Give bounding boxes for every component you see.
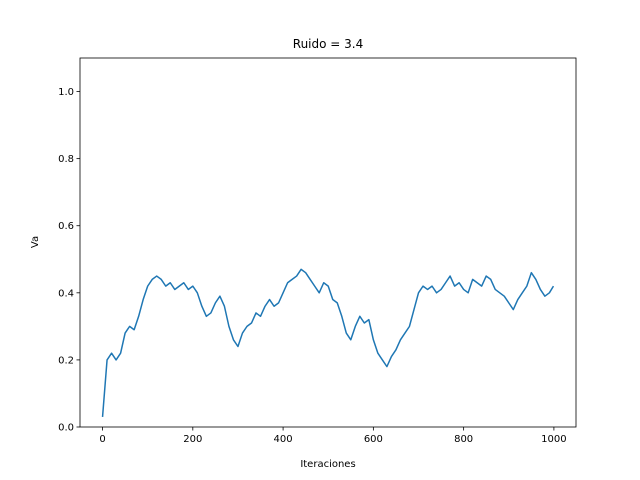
x-tick-label: 200 — [183, 434, 202, 445]
y-tick-label: 1.0 — [58, 87, 74, 98]
data-line — [101, 268, 555, 417]
x-tick-label: 400 — [274, 434, 293, 445]
x-axis-label: Iteraciones — [300, 459, 355, 470]
chart-title: Ruido = 3.4 — [293, 37, 363, 51]
y-axis-label: Va — [30, 236, 41, 248]
y-tick-label: 0.6 — [58, 221, 74, 232]
y-tick-label: 0.4 — [58, 288, 74, 299]
y-tick-label: 0.2 — [58, 355, 74, 366]
y-tick-label: 0.8 — [58, 154, 74, 165]
x-tick-label: 0 — [99, 434, 105, 445]
x-tick-label: 800 — [454, 434, 473, 445]
x-tick-label: 600 — [364, 434, 383, 445]
x-tick-label: 1000 — [541, 434, 566, 445]
y-tick-label: 0.0 — [58, 423, 74, 434]
plot-frame — [79, 57, 577, 428]
